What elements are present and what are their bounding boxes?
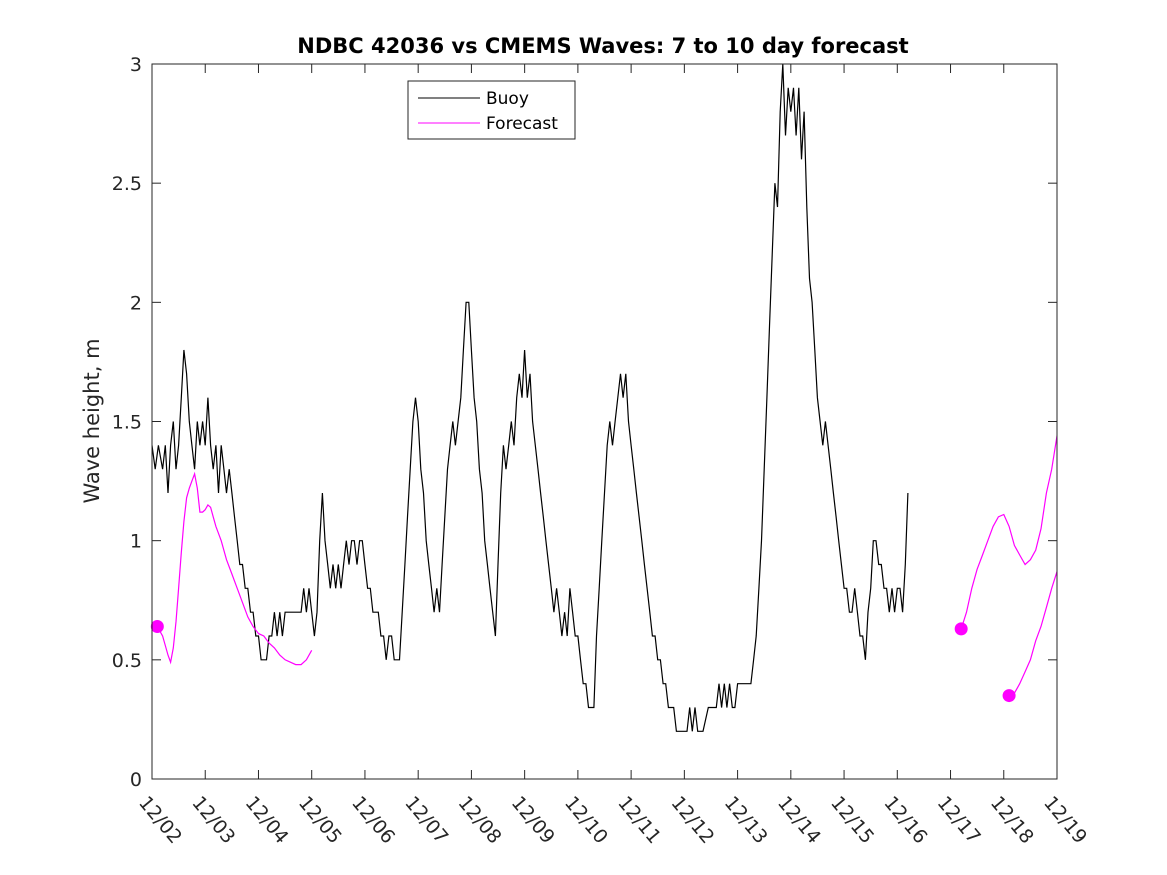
y-tick-label: 1 [130, 531, 142, 553]
series-line-forecast [1008, 570, 1057, 697]
legend: Buoy Forecast [407, 80, 576, 140]
y-tick-label: 2.5 [112, 173, 142, 195]
x-tick-label: 12/06 [347, 792, 399, 848]
x-tick-label: 12/07 [400, 792, 452, 848]
x-tick-label: 12/10 [560, 792, 612, 848]
series-line-buoy [152, 64, 909, 732]
marker-layer [150, 619, 1016, 703]
x-tick-label: 12/15 [826, 792, 878, 848]
y-axis: 0 0.5 1 1.5 2 2.5 3 [112, 54, 1057, 791]
y-tick-label: 0 [130, 769, 142, 791]
x-tick-label: 12/14 [773, 792, 825, 848]
x-tick-label: 12/12 [667, 792, 719, 848]
y-tick-label: 3 [130, 54, 142, 76]
y-tick-label: 2 [130, 292, 142, 314]
forecast-start-marker [954, 622, 968, 636]
x-tick-label: 12/19 [1039, 792, 1091, 848]
x-tick-label: 12/05 [294, 792, 346, 848]
legend-buoy-label: Buoy [486, 89, 529, 109]
x-tick-label: 12/13 [720, 792, 772, 848]
series-line-forecast [960, 435, 1057, 630]
x-tick-label: 12/02 [134, 792, 186, 848]
x-tick-label: 12/11 [613, 792, 665, 848]
series-line-forecast [156, 471, 313, 666]
legend-forecast-label: Forecast [486, 114, 558, 134]
x-tick-label: 12/08 [454, 792, 506, 848]
forecast-start-marker [150, 619, 164, 633]
plot-area [152, 64, 1057, 779]
x-tick-label: 12/17 [933, 792, 985, 848]
x-tick-label: 12/18 [986, 792, 1038, 848]
x-tick-label: 12/03 [187, 792, 239, 848]
y-tick-label: 1.5 [112, 412, 142, 434]
x-tick-label: 12/04 [241, 792, 293, 848]
x-tick-label: 12/09 [507, 792, 559, 848]
y-axis-label: Wave height, m [80, 338, 104, 503]
x-tick-label: 12/16 [879, 792, 931, 848]
legend-box [407, 80, 576, 140]
chart-title: NDBC 42036 vs CMEMS Waves: 7 to 10 day f… [297, 34, 908, 58]
series-layer [152, 64, 1057, 732]
forecast-start-marker [1002, 689, 1016, 703]
y-tick-label: 0.5 [112, 650, 142, 672]
